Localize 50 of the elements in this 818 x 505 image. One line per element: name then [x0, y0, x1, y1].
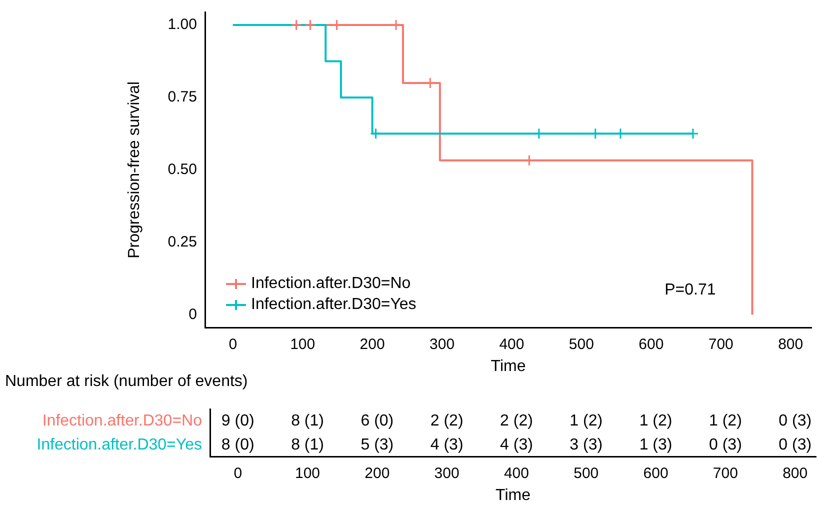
text: 2 (2)	[500, 412, 533, 430]
y-tick-label: 0.50	[168, 161, 197, 178]
x-tick-label: 400	[504, 464, 529, 482]
text: 3 (3)	[570, 436, 603, 454]
x-tick-label: 700	[712, 464, 738, 482]
text: 8 (0)	[221, 436, 254, 454]
legend-label: Infection.after.D30=Yes	[251, 296, 416, 314]
x-tick-label: 500	[574, 464, 599, 482]
text: 0 (3)	[708, 436, 742, 454]
text: 1 (2)	[639, 412, 672, 430]
text: 1 (2)	[570, 412, 603, 430]
text: 0 (3)	[778, 412, 812, 430]
text: 0 (3)	[778, 436, 812, 454]
text: 8 (1)	[291, 412, 324, 430]
y-axis-title: Progression-free survival	[126, 81, 144, 258]
x-tick-label: 800	[778, 336, 804, 353]
chart-title: Number at risk (number of events)	[5, 373, 248, 390]
text: 8 (1)	[291, 436, 324, 454]
y-tick-label: Infection.after.D30=No	[42, 412, 202, 430]
text: 6 (0)	[360, 412, 394, 430]
x-tick-label: 0	[228, 336, 238, 353]
x-tick-label: 700	[708, 336, 734, 353]
x-tick-label: 100	[290, 336, 316, 353]
x-tick-label: 600	[638, 336, 664, 353]
y-tick-label: 0.75	[168, 88, 197, 106]
annotation: P=0.71	[664, 281, 716, 298]
text: 5 (3)	[360, 436, 394, 454]
text: 4 (3)	[500, 436, 533, 454]
x-tick-label: 600	[643, 464, 668, 482]
x-tick-label: 200	[364, 464, 390, 482]
x-tick-label: 400	[499, 336, 524, 353]
legend-label: Infection.after.D30=No	[251, 275, 411, 294]
x-tick-label: 500	[568, 336, 594, 353]
x-tick-label: 100	[295, 464, 320, 482]
text: 1 (3)	[639, 436, 672, 454]
text: 9 (0)	[221, 412, 254, 430]
x-tick-label: 300	[430, 336, 455, 353]
x-axis-title: Time	[490, 358, 526, 375]
text: 4 (3)	[430, 436, 464, 454]
x-tick-label: 300	[434, 464, 460, 482]
x-tick-label: 200	[360, 336, 385, 353]
text: 1 (2)	[708, 412, 742, 430]
y-tick-label: 1.00	[168, 16, 197, 34]
y-tick-label: 0	[188, 306, 197, 323]
x-axis-title: Time	[496, 486, 531, 504]
y-tick-label: 0.25	[168, 233, 197, 250]
x-tick-label: 0	[234, 464, 242, 482]
text: 2 (2)	[430, 412, 464, 430]
y-tick-label: Infection.after.D30=Yes	[36, 436, 202, 454]
x-tick-label: 800	[782, 464, 808, 482]
